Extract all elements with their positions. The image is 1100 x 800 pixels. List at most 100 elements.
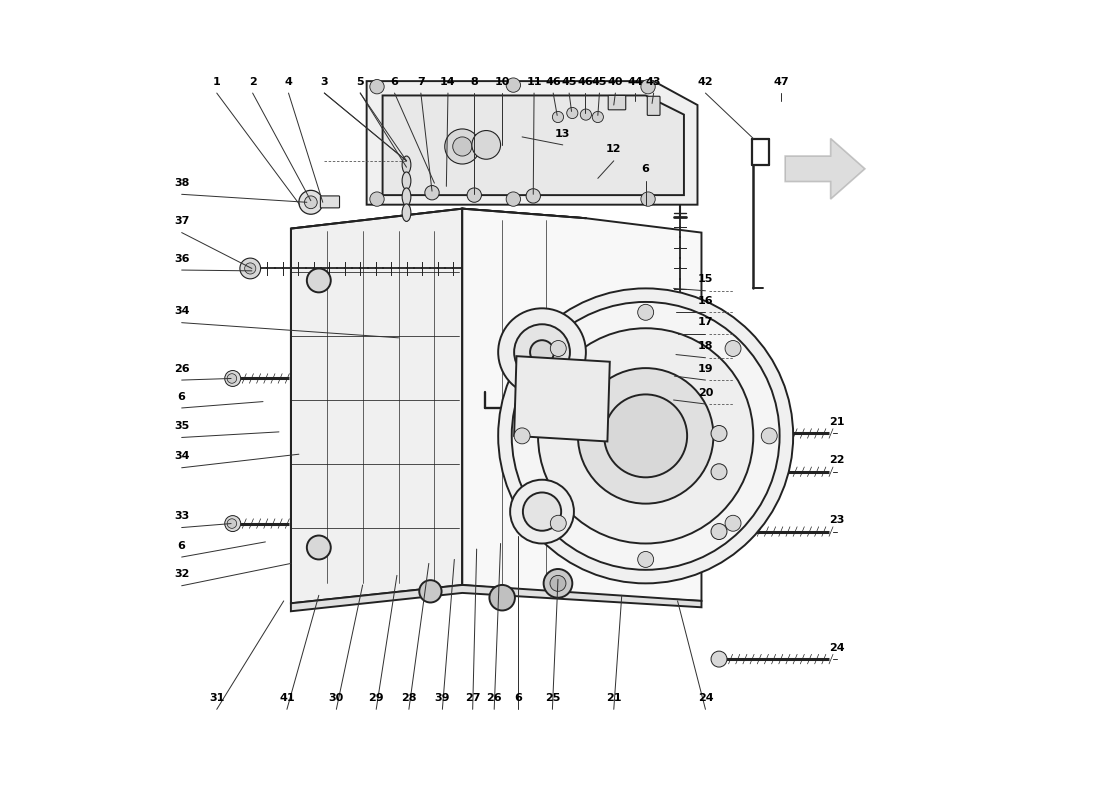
Circle shape bbox=[761, 428, 778, 444]
Circle shape bbox=[506, 78, 520, 92]
Text: 45: 45 bbox=[561, 77, 576, 86]
Text: 44: 44 bbox=[627, 77, 644, 86]
Text: 6: 6 bbox=[641, 164, 650, 174]
Polygon shape bbox=[290, 209, 586, 238]
Polygon shape bbox=[462, 209, 702, 601]
Circle shape bbox=[604, 394, 688, 478]
Text: 26: 26 bbox=[174, 364, 189, 374]
Text: 46: 46 bbox=[546, 77, 561, 86]
Text: 19: 19 bbox=[697, 364, 713, 374]
Polygon shape bbox=[514, 356, 609, 442]
Text: 1: 1 bbox=[213, 77, 221, 86]
Text: 16: 16 bbox=[697, 296, 713, 306]
Text: 34: 34 bbox=[174, 451, 189, 462]
Text: 43: 43 bbox=[646, 77, 661, 86]
Circle shape bbox=[552, 111, 563, 122]
Circle shape bbox=[711, 523, 727, 539]
Text: 37: 37 bbox=[174, 216, 189, 226]
Text: 6: 6 bbox=[178, 391, 186, 402]
Text: 12: 12 bbox=[606, 145, 621, 154]
Text: 29: 29 bbox=[368, 693, 384, 703]
Circle shape bbox=[224, 515, 241, 531]
Circle shape bbox=[307, 535, 331, 559]
Text: 31: 31 bbox=[209, 693, 224, 703]
Circle shape bbox=[538, 328, 754, 543]
Ellipse shape bbox=[403, 204, 411, 222]
Circle shape bbox=[370, 192, 384, 206]
Circle shape bbox=[240, 258, 261, 279]
Circle shape bbox=[550, 341, 566, 357]
Text: 6: 6 bbox=[390, 77, 398, 86]
Circle shape bbox=[711, 426, 727, 442]
Circle shape bbox=[550, 515, 566, 531]
Text: 28: 28 bbox=[402, 693, 417, 703]
Circle shape bbox=[711, 651, 727, 667]
Text: 24: 24 bbox=[829, 642, 845, 653]
Circle shape bbox=[578, 368, 714, 504]
FancyBboxPatch shape bbox=[608, 95, 626, 110]
Text: 20: 20 bbox=[697, 388, 713, 398]
Circle shape bbox=[592, 111, 604, 122]
Circle shape bbox=[641, 192, 656, 206]
Circle shape bbox=[530, 340, 554, 364]
Circle shape bbox=[468, 188, 482, 202]
Text: 10: 10 bbox=[495, 77, 510, 86]
Text: 25: 25 bbox=[544, 693, 560, 703]
Circle shape bbox=[711, 464, 727, 480]
Text: 2: 2 bbox=[249, 77, 256, 86]
Text: 17: 17 bbox=[697, 318, 713, 327]
Text: 26: 26 bbox=[486, 693, 502, 703]
Circle shape bbox=[307, 269, 331, 292]
Text: 30: 30 bbox=[329, 693, 344, 703]
Text: 6: 6 bbox=[514, 693, 522, 703]
Circle shape bbox=[514, 324, 570, 380]
Circle shape bbox=[498, 288, 793, 583]
Polygon shape bbox=[290, 585, 702, 611]
Polygon shape bbox=[366, 81, 697, 205]
Text: 47: 47 bbox=[773, 77, 789, 86]
FancyBboxPatch shape bbox=[320, 196, 340, 208]
Text: 8: 8 bbox=[471, 77, 478, 86]
Polygon shape bbox=[462, 209, 586, 595]
Text: 6: 6 bbox=[178, 541, 186, 550]
Polygon shape bbox=[383, 95, 684, 195]
Polygon shape bbox=[785, 138, 865, 199]
Text: 3: 3 bbox=[320, 77, 328, 86]
Text: 46: 46 bbox=[578, 77, 593, 86]
Text: 40: 40 bbox=[607, 77, 623, 86]
Circle shape bbox=[514, 428, 530, 444]
Text: 7: 7 bbox=[417, 77, 425, 86]
Text: EUROSPARES: EUROSPARES bbox=[396, 355, 704, 397]
Text: 4: 4 bbox=[285, 77, 293, 86]
Text: 45: 45 bbox=[592, 77, 607, 86]
Circle shape bbox=[425, 186, 439, 200]
Circle shape bbox=[227, 518, 236, 528]
Circle shape bbox=[419, 580, 441, 602]
Circle shape bbox=[550, 575, 565, 591]
Text: 42: 42 bbox=[697, 77, 713, 86]
Circle shape bbox=[227, 374, 236, 383]
Circle shape bbox=[543, 569, 572, 598]
Circle shape bbox=[244, 263, 256, 274]
Circle shape bbox=[472, 130, 500, 159]
Circle shape bbox=[522, 493, 561, 530]
Text: since 1985: since 1985 bbox=[482, 458, 650, 486]
Ellipse shape bbox=[403, 188, 411, 206]
Text: 14: 14 bbox=[440, 77, 455, 86]
Text: 27: 27 bbox=[465, 693, 481, 703]
Text: 34: 34 bbox=[174, 306, 189, 316]
Text: 33: 33 bbox=[174, 511, 189, 521]
Circle shape bbox=[510, 480, 574, 543]
Text: 32: 32 bbox=[174, 570, 189, 579]
Circle shape bbox=[638, 551, 653, 567]
Text: 15: 15 bbox=[697, 274, 713, 285]
Text: 13: 13 bbox=[556, 129, 571, 138]
Circle shape bbox=[444, 129, 480, 164]
Text: 36: 36 bbox=[174, 254, 189, 264]
Ellipse shape bbox=[403, 172, 411, 190]
Text: 21: 21 bbox=[606, 693, 621, 703]
Text: 5: 5 bbox=[356, 77, 364, 86]
Circle shape bbox=[581, 109, 592, 120]
Circle shape bbox=[526, 189, 540, 203]
Polygon shape bbox=[290, 209, 462, 603]
